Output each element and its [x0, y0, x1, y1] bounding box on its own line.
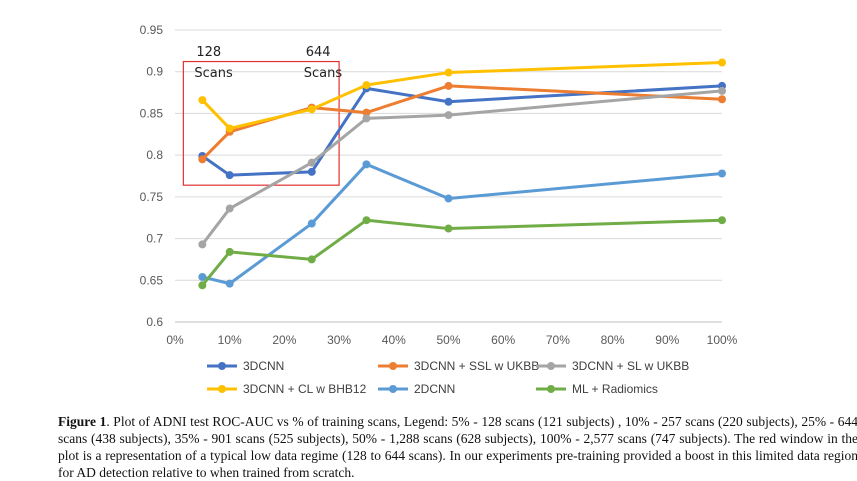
highlight-box-layer: [182, 60, 340, 186]
annotation-label: Scans: [304, 66, 343, 81]
data-point: [307, 219, 316, 228]
x-tick-label: 40%: [382, 333, 406, 347]
y-tick-label: 0.9: [146, 65, 163, 79]
series-line-5: [201, 218, 723, 287]
low-data-window-box: [182, 60, 340, 186]
annotation-label: 644: [306, 45, 331, 60]
legend-label: 2DCNN: [414, 382, 455, 396]
data-point: [225, 247, 234, 256]
data-point: [444, 224, 453, 233]
series-line-2: [201, 89, 723, 246]
data-point: [362, 160, 371, 169]
x-tick-label: 70%: [546, 333, 570, 347]
x-tick-label: 80%: [601, 333, 625, 347]
data-point: [718, 86, 726, 95]
data-point: [225, 171, 234, 180]
data-point: [362, 81, 371, 90]
legend-marker: [547, 362, 555, 370]
legend-marker: [389, 362, 397, 370]
annotations: 128 Scans 644 Scans: [194, 45, 342, 81]
legend-label: 3DCNN + SSL w UKBB: [414, 359, 539, 373]
legend-marker: [218, 385, 226, 393]
data-point: [444, 81, 453, 90]
data-point: [718, 216, 726, 225]
data-point: [198, 96, 207, 105]
series-line-0: [201, 84, 723, 177]
legend-label: 3DCNN + SL w UKBB: [572, 359, 689, 373]
series-line-4: [201, 162, 723, 286]
x-tick-label: 50%: [436, 333, 460, 347]
data-point: [307, 105, 316, 114]
series-line-3: [201, 61, 723, 130]
data-point: [225, 204, 234, 213]
data-point: [362, 108, 371, 117]
line-chart: 0.6 0.65 0.7 0.75 0.8 0.85 0.9 0.95 0% 10% 20% 30% 4…: [140, 23, 738, 396]
data-point: [198, 281, 207, 290]
x-tick-label: 90%: [655, 333, 679, 347]
y-tick-label: 0.7: [146, 232, 163, 246]
x-tick-label: 20%: [272, 333, 296, 347]
axis-labels: 0.6 0.65 0.7 0.75 0.8 0.85 0.9 0.95 0% 10% 20% 30% 4…: [140, 23, 738, 347]
y-tick-label: 0.75: [140, 190, 164, 204]
legend-marker: [218, 362, 226, 370]
data-point: [444, 97, 453, 106]
legend-marker: [547, 385, 555, 393]
annotation-label: 128: [196, 45, 221, 60]
y-tick-label: 0.8: [146, 148, 163, 162]
y-tick-label: 0.95: [140, 23, 164, 37]
legend-label: 3DCNN + CL w BHB12: [243, 382, 367, 396]
x-tick-label: 60%: [491, 333, 515, 347]
data-point: [444, 111, 453, 120]
y-tick-label: 0.6: [146, 315, 163, 329]
x-tick-label: 10%: [218, 333, 242, 347]
series-layer: [198, 58, 726, 290]
caption-label: Figure 1: [58, 414, 107, 429]
series-line-1: [201, 84, 723, 161]
y-tick-label: 0.65: [140, 273, 164, 287]
data-point: [718, 169, 726, 178]
legend-marker: [389, 385, 397, 393]
data-point: [198, 155, 207, 164]
data-point: [225, 279, 234, 288]
legend: 3DCNN 3DCNN + SSL w UKBB 3DCNN + SL w UKBB…: [207, 359, 689, 396]
annotation-label: Scans: [194, 66, 233, 81]
legend-label: 3DCNN: [243, 359, 284, 373]
data-point: [307, 158, 316, 167]
data-point: [307, 255, 316, 264]
data-point: [718, 58, 726, 67]
x-tick-label: 0%: [166, 333, 184, 347]
data-point: [362, 114, 371, 123]
y-tick-label: 0.85: [140, 106, 164, 120]
legend-label: ML + Radiomics: [572, 382, 658, 396]
x-tick-label: 30%: [327, 333, 351, 347]
data-point: [362, 216, 371, 225]
data-point: [444, 194, 453, 203]
x-tick-label: 100%: [707, 333, 738, 347]
data-point: [718, 95, 726, 104]
data-point: [198, 272, 207, 281]
data-point: [444, 68, 453, 77]
data-point: [307, 167, 316, 176]
figure-caption: Figure 1. Plot of ADNI test ROC-AUC vs %…: [58, 413, 857, 481]
data-point: [225, 124, 234, 133]
caption-text: . Plot of ADNI test ROC-AUC vs % of trai…: [58, 414, 857, 480]
data-point: [198, 240, 207, 249]
